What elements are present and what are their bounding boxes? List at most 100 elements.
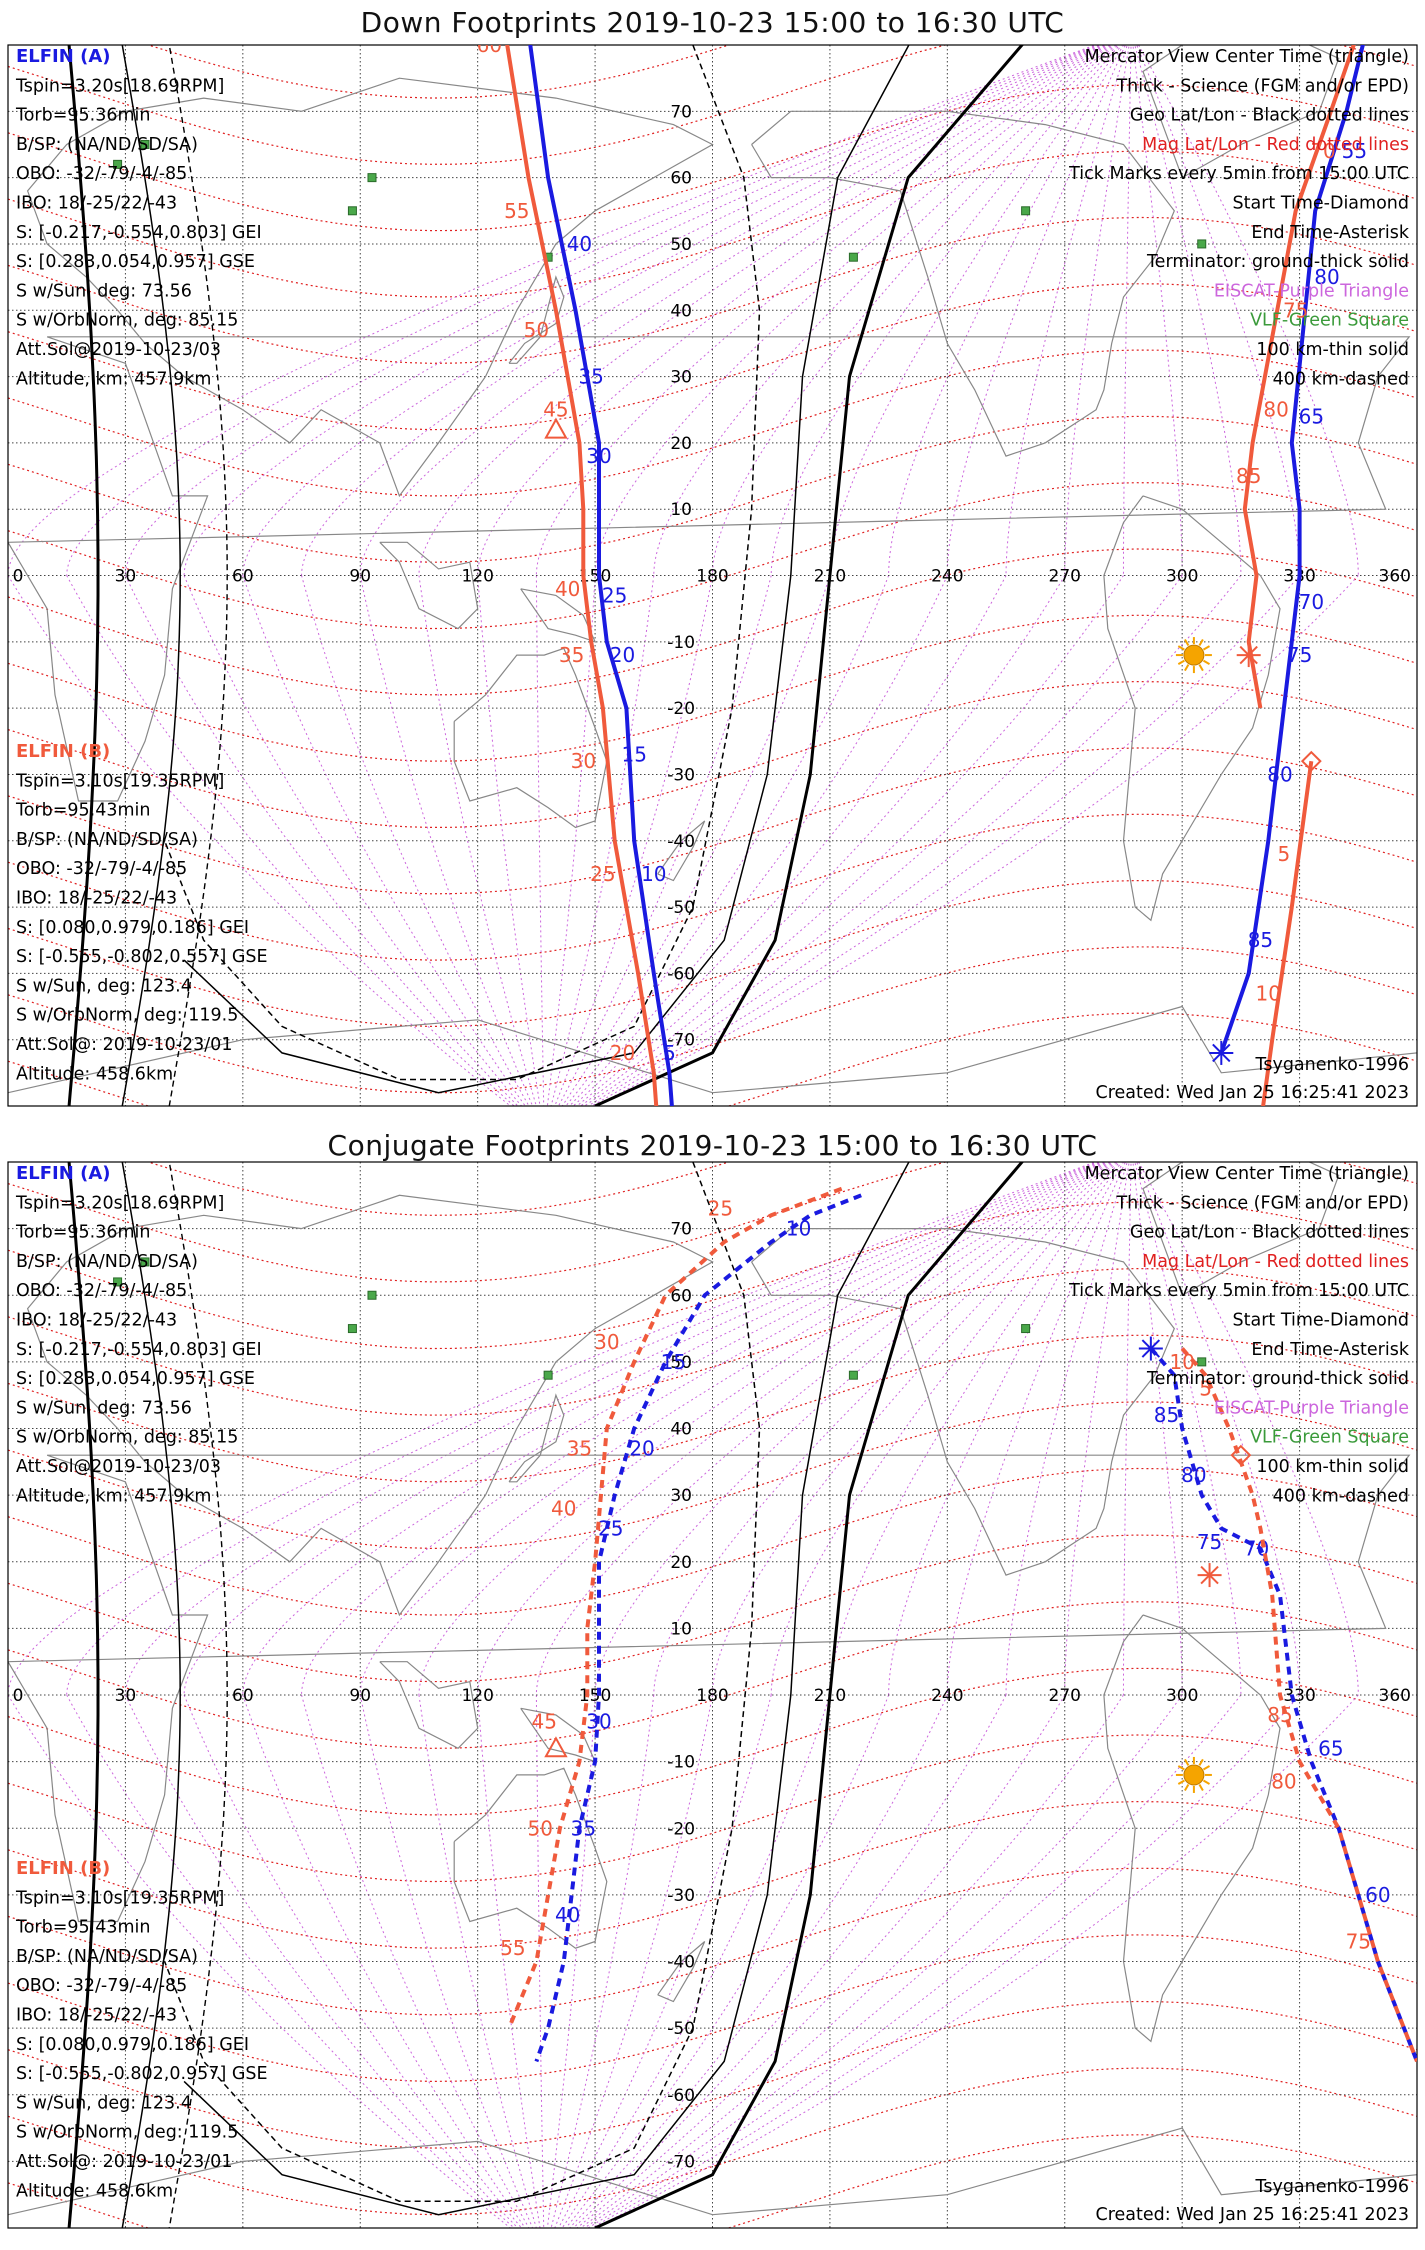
time-tick-label: 50 xyxy=(528,1816,553,1840)
elfin-a-param: S w/OrbNorm, deg: 85.15 xyxy=(16,1428,238,1448)
elfin-a-info: ELFIN (A) Tspin=3.20s[18.69RPM] Torb=95.36… xyxy=(15,1163,262,1506)
y-tick-label: 50 xyxy=(670,1353,692,1373)
mag-lat-line xyxy=(8,1734,1417,1883)
y-tick-label: 70 xyxy=(670,1220,692,1240)
mag-lon-line xyxy=(183,1694,523,2228)
time-tick-label: 35 xyxy=(559,643,584,667)
legend-entry: 100 km-thin solid xyxy=(1256,340,1409,360)
mag-lon-line xyxy=(535,575,545,1106)
mag-lon-line xyxy=(572,575,1007,1106)
legend-entry: EISCAT-Purple Triangle xyxy=(1214,281,1409,301)
footprint-track xyxy=(1149,1347,1417,2063)
vlf-station-marker xyxy=(113,1277,123,1287)
vlf-station-marker xyxy=(367,173,377,183)
x-tick-label: 300 xyxy=(1166,1686,1198,1706)
y-tick-label: 10 xyxy=(670,500,692,520)
mag-lon-line xyxy=(1136,1162,1301,1696)
continent-outline xyxy=(508,275,565,364)
elfin-a-param: Torb=95.36min xyxy=(15,106,151,126)
series-elfin-a: 10 15 20 25 30 35 40 85 80 75 70 65 60 xyxy=(534,1193,1417,2063)
elfin-b-param: B/SP: (NA/ND/SD/SA) xyxy=(16,1947,198,1967)
legend-entry: Tick Marks every 5min from 15:00 UTC xyxy=(1068,164,1409,184)
terminator-curves xyxy=(67,45,1024,1106)
mag-lon-line xyxy=(829,45,1123,576)
sun-ray xyxy=(1202,1765,1210,1771)
mag-lon-line xyxy=(1064,45,1130,576)
mag-lat-line xyxy=(8,482,1417,630)
mag-lon-line xyxy=(653,45,1117,576)
mag-lon-line xyxy=(554,1694,713,2228)
legend-entry: 400 km-dashed xyxy=(1273,369,1409,389)
vlf-station-marker xyxy=(140,1257,150,1267)
terminator-100km-line xyxy=(121,45,181,1106)
elfin-b-param: Att.Sol@: 2019-10-23/01 xyxy=(16,1035,232,1055)
x-tick-label: 330 xyxy=(1283,1686,1315,1706)
sun-ray xyxy=(1184,638,1190,647)
continent-outline xyxy=(453,647,608,829)
sun-ray xyxy=(1177,1779,1185,1785)
x-tick-label: 30 xyxy=(115,567,137,587)
elfin-b-param: OBO: -32/-79/-4/-85 xyxy=(16,1976,187,1996)
legend-entry: Geo Lat/Lon - Black dotted lines xyxy=(1130,1223,1409,1243)
time-tick-label: 80 xyxy=(1271,1770,1296,1794)
mag-lat-line xyxy=(8,1267,1417,1416)
continent-outline xyxy=(1142,1162,1340,1296)
mag-lon-line xyxy=(477,1694,541,2228)
y-tick-label: -60 xyxy=(667,2086,695,2106)
mag-lat-line xyxy=(146,45,731,99)
mag-lon-line xyxy=(557,575,772,1106)
mag-lon-line xyxy=(579,1694,1124,2228)
mag-lat-line xyxy=(8,1534,1417,1683)
time-tick-label: 10 xyxy=(1169,1350,1194,1374)
mag-lon-line xyxy=(1137,1162,1359,1696)
mag-lon-line xyxy=(1122,45,1132,576)
mag-lon-line xyxy=(359,1694,534,2228)
sun-ray xyxy=(1198,1783,1204,1792)
footprint-track xyxy=(1219,45,1365,1054)
continent-outline xyxy=(26,77,714,498)
legend-entry: Tick Marks every 5min from 15:00 UTC xyxy=(1068,1281,1409,1301)
geo-grid xyxy=(8,45,1417,1106)
mag-lon-line xyxy=(561,575,831,1106)
footprint-track xyxy=(1242,45,1356,709)
elfin-b-param: Altitude: 458.6km xyxy=(16,2181,173,2201)
time-tick-label: 15 xyxy=(661,1350,686,1374)
vlf-station-marker xyxy=(543,1370,553,1380)
footprint-track xyxy=(534,1193,862,2063)
mag-lon-line xyxy=(712,45,1119,576)
elfin-b-param: IBO: 18/-25/22/-43 xyxy=(16,2006,177,2026)
x-tick-label: 360 xyxy=(1379,567,1411,587)
terminator-ground-line xyxy=(594,1162,1025,2228)
sun-disc xyxy=(1183,1764,1205,1786)
x-tick-label: 270 xyxy=(1049,1686,1081,1706)
elfin-a-param: Att.Sol@2019-10-23/03 xyxy=(16,340,221,360)
time-tick-label: 30 xyxy=(586,444,611,468)
end-time-asterisk xyxy=(1138,1336,1163,1361)
elfin-a-info: ELFIN (A) Tspin=3.20s[18.69RPM] Torb=95.36… xyxy=(15,46,262,389)
elfin-b-param: S: [0.080,0.979,0.186] GEI xyxy=(16,918,249,938)
mag-lon-line xyxy=(183,575,523,1106)
mag-lon-line xyxy=(359,1162,1108,1696)
elfin-b-param: Altitude: 458.6km xyxy=(16,1064,173,1084)
time-tick-label: 40 xyxy=(555,577,580,601)
continent-outline xyxy=(453,1767,608,1949)
elfin-b-info: ELFIN (B) Tspin=3.10s[19.35RPM] Torb=95.43… xyxy=(15,741,268,1084)
time-tick-label: 40 xyxy=(551,1496,576,1520)
continent-outline xyxy=(1103,1614,1281,2043)
mag-lon-line xyxy=(8,1162,1097,1696)
mag-lon-line xyxy=(576,575,1066,1106)
y-tick-label: -30 xyxy=(667,765,695,785)
continent-outline xyxy=(657,1941,706,2003)
mag-lon-line xyxy=(477,45,1112,576)
end-time-asterisk xyxy=(1209,1040,1234,1065)
legend-entry: Mercator View Center Time (triangle) xyxy=(1085,47,1409,67)
elfin-b-param: IBO: 18/-25/22/-43 xyxy=(16,889,177,909)
elfin-b-param: S w/Sun, deg: 123.4 xyxy=(16,2093,192,2113)
mag-lat-line xyxy=(8,1667,1417,1816)
x-tick-label: 60 xyxy=(232,567,254,587)
legend-entry: Mercator View Center Time (triangle) xyxy=(1085,1164,1409,1184)
sun-ray xyxy=(1184,664,1190,672)
mag-lon-line xyxy=(561,1694,831,2228)
time-tick-label: 55 xyxy=(504,199,529,223)
x-tick-label: 30 xyxy=(115,1686,137,1706)
